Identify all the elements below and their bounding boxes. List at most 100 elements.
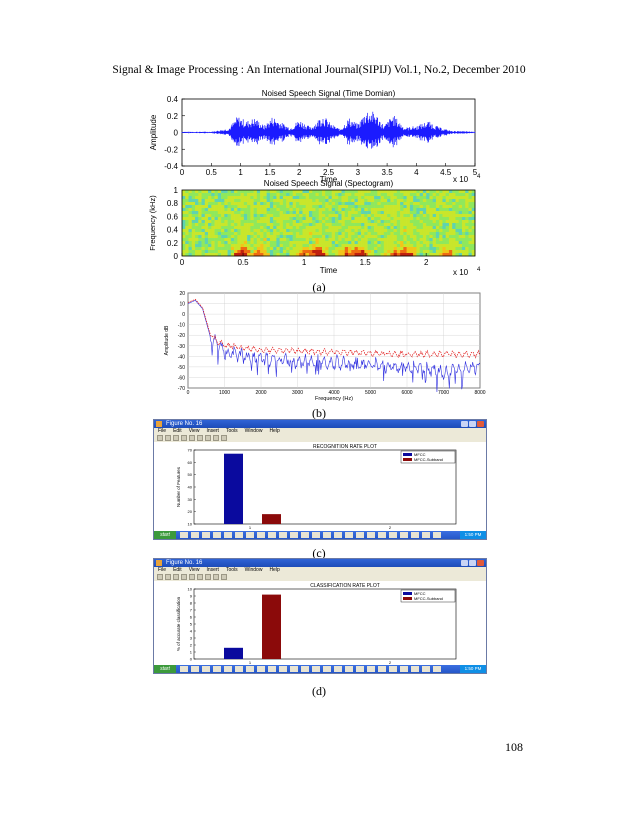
close-button[interactable] <box>477 421 484 427</box>
menu-item-window[interactable]: Window <box>244 428 263 434</box>
save-icon[interactable] <box>173 574 179 580</box>
taskbar-app-icon[interactable] <box>356 532 364 538</box>
menu-item-insert[interactable]: Insert <box>206 428 219 434</box>
close-button[interactable] <box>477 560 484 566</box>
menu-item-file[interactable]: File <box>158 567 167 573</box>
menu-item-tools[interactable]: Tools <box>225 428 238 434</box>
open-file-icon[interactable] <box>165 574 171 580</box>
x-tick-label: 5 <box>473 168 478 177</box>
x-tick-label: 2 <box>389 525 392 530</box>
taskbar-app-icon[interactable] <box>191 666 199 672</box>
legend-swatch <box>403 453 412 456</box>
taskbar-app-icon[interactable] <box>224 666 232 672</box>
menu-item-window[interactable]: Window <box>244 567 263 573</box>
menu-item-edit[interactable]: Edit <box>173 428 182 434</box>
taskbar-app-icon[interactable] <box>378 666 386 672</box>
x-tick-label: 2.5 <box>323 168 335 177</box>
print-icon[interactable] <box>181 574 187 580</box>
taskbar-app-icon[interactable] <box>279 666 287 672</box>
taskbar-app-icon[interactable] <box>411 666 419 672</box>
menu-item-help[interactable]: Help <box>269 567 280 573</box>
taskbar-app-icon[interactable] <box>312 666 320 672</box>
taskbar-app-icon[interactable] <box>312 532 320 538</box>
matlab-figure-icon <box>156 560 162 566</box>
taskbar-app-icon[interactable] <box>389 532 397 538</box>
taskbar-app-icon[interactable] <box>224 532 232 538</box>
taskbar-app-icon[interactable] <box>411 532 419 538</box>
taskbar-app-icon[interactable] <box>345 532 353 538</box>
taskbar-app-icon[interactable] <box>279 532 287 538</box>
y-tick-label: 0 <box>182 312 185 318</box>
taskbar-app-icon[interactable] <box>433 666 441 672</box>
new-figure-icon[interactable] <box>157 574 163 580</box>
taskbar-app-icon[interactable] <box>268 532 276 538</box>
taskbar-app-icon[interactable] <box>191 532 199 538</box>
x-tick-label: 4000 <box>328 390 339 396</box>
taskbar-app-icon[interactable] <box>213 532 221 538</box>
new-figure-icon[interactable] <box>157 435 163 441</box>
taskbar-app-icon[interactable] <box>257 666 265 672</box>
taskbar-app-icon[interactable] <box>246 666 254 672</box>
taskbar-app-icon[interactable] <box>246 532 254 538</box>
print-icon[interactable] <box>181 435 187 441</box>
taskbar-app-icon[interactable] <box>345 666 353 672</box>
y-tick-label: 0.8 <box>167 199 179 208</box>
arrow-icon[interactable] <box>189 435 195 441</box>
taskbar-app-icon[interactable] <box>400 666 408 672</box>
taskbar-app-icon[interactable] <box>323 666 331 672</box>
taskbar-app-icon[interactable] <box>257 532 265 538</box>
save-icon[interactable] <box>173 435 179 441</box>
text-icon[interactable] <box>197 574 203 580</box>
minimize-button[interactable] <box>461 560 468 566</box>
taskbar-app-icon[interactable] <box>213 666 221 672</box>
taskbar-app-icon[interactable] <box>389 666 397 672</box>
rotate-icon[interactable] <box>221 435 227 441</box>
zoom-out-icon[interactable] <box>213 435 219 441</box>
x-tick-label: 0 <box>180 168 185 177</box>
taskbar-app-icon[interactable] <box>323 532 331 538</box>
minimize-button[interactable] <box>461 421 468 427</box>
taskbar-app-icon[interactable] <box>334 666 342 672</box>
taskbar-app-icon[interactable] <box>180 532 188 538</box>
maximize-button[interactable] <box>469 421 476 427</box>
arrow-icon[interactable] <box>189 574 195 580</box>
open-file-icon[interactable] <box>165 435 171 441</box>
taskbar-app-icon[interactable] <box>202 666 210 672</box>
taskbar-app-icon[interactable] <box>202 532 210 538</box>
menu-item-edit[interactable]: Edit <box>173 567 182 573</box>
taskbar-app-icon[interactable] <box>367 532 375 538</box>
taskbar-app-icon[interactable] <box>400 532 408 538</box>
x-tick-label: 2 <box>424 258 429 267</box>
taskbar-app-icon[interactable] <box>334 532 342 538</box>
taskbar-app-icon[interactable] <box>235 532 243 538</box>
maximize-button[interactable] <box>469 560 476 566</box>
taskbar-app-icon[interactable] <box>433 532 441 538</box>
taskbar-app-icon[interactable] <box>180 666 188 672</box>
taskbar-app-icon[interactable] <box>422 666 430 672</box>
taskbar-app-icon[interactable] <box>268 666 276 672</box>
taskbar-app-icon[interactable] <box>367 666 375 672</box>
rotate-icon[interactable] <box>221 574 227 580</box>
taskbar-app-icon[interactable] <box>356 666 364 672</box>
zoom-out-icon[interactable] <box>213 574 219 580</box>
taskbar-app-icon[interactable] <box>378 532 386 538</box>
taskbar-app-icon[interactable] <box>301 532 309 538</box>
menu-item-view[interactable]: View <box>188 567 200 573</box>
menu-item-file[interactable]: File <box>158 428 167 434</box>
menu-item-insert[interactable]: Insert <box>206 567 219 573</box>
y-tick-label: 30 <box>188 497 193 502</box>
zoom-in-icon[interactable] <box>205 435 211 441</box>
taskbar-app-icon[interactable] <box>290 666 298 672</box>
start-button[interactable]: start <box>154 531 176 539</box>
menu-item-tools[interactable]: Tools <box>225 567 238 573</box>
taskbar-app-icon[interactable] <box>301 666 309 672</box>
text-icon[interactable] <box>197 435 203 441</box>
menu-item-view[interactable]: View <box>188 428 200 434</box>
zoom-in-icon[interactable] <box>205 574 211 580</box>
taskbar-app-icon[interactable] <box>422 532 430 538</box>
taskbar-app-icon[interactable] <box>290 532 298 538</box>
y-tick-label: 70 <box>188 448 193 453</box>
menu-item-help[interactable]: Help <box>269 428 280 434</box>
start-button[interactable]: start <box>154 665 176 673</box>
taskbar-app-icon[interactable] <box>235 666 243 672</box>
